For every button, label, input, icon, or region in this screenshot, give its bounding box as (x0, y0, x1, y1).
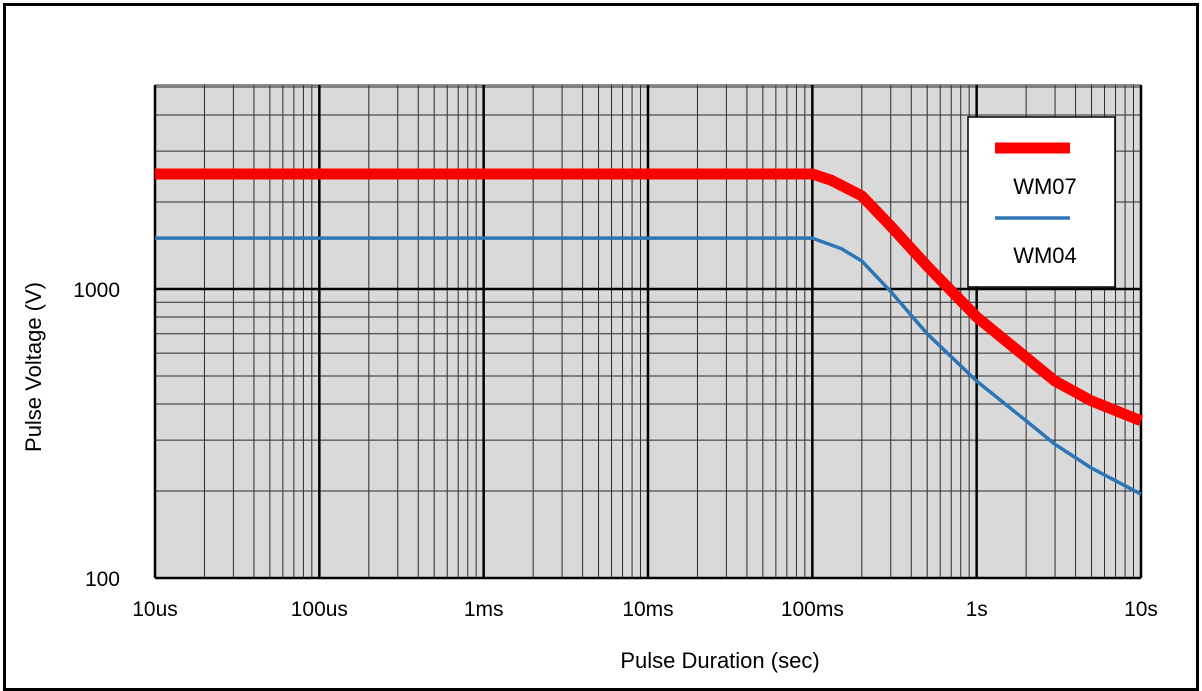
y-axis-label: Pulse Voltage (V) (21, 282, 46, 452)
x-tick-label: 10s (1124, 598, 1158, 621)
x-tick-labels: 10us 100us 1ms 10ms 100ms 1s 10s (132, 598, 1158, 621)
x-tick-label: 1ms (464, 598, 504, 621)
legend-label-wm07: WM07 (1013, 174, 1077, 199)
x-tick-label: 1s (966, 598, 988, 621)
series-layer (155, 168, 1144, 496)
x-tick-label: 10us (132, 598, 178, 621)
major-gridlines (153, 85, 1143, 580)
y-tick-label: 100 (85, 568, 120, 591)
legend: WM07 WM04 (967, 116, 1116, 288)
x-tick-label: 10ms (622, 598, 673, 621)
y-tick-label: 1000 (73, 279, 120, 302)
legend-label-wm04: WM04 (1013, 243, 1077, 268)
x-axis-label: Pulse Duration (sec) (620, 648, 819, 673)
series-line-wm07 (155, 168, 1144, 426)
series-line-wm04 (155, 236, 1142, 496)
y-tick-labels: 100 1000 (73, 279, 120, 591)
x-tick-label: 100us (291, 598, 348, 621)
x-tick-label: 100ms (781, 598, 844, 621)
